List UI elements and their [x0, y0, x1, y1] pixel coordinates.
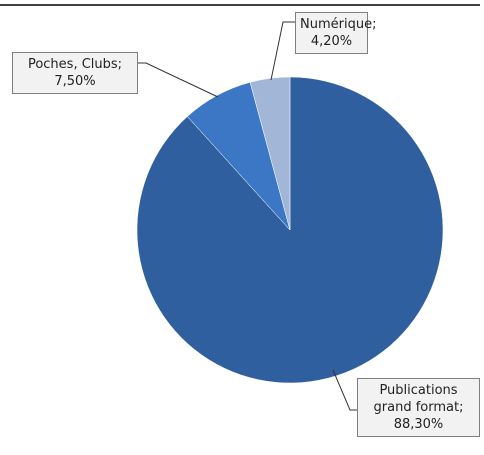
- leader-line: [138, 62, 219, 98]
- leader-line: [270, 21, 295, 81]
- value-label: 4,20%: [310, 34, 353, 49]
- leader-line: [332, 369, 357, 411]
- category-label: Numérique;: [300, 17, 377, 32]
- category-label: Publications grand format;: [373, 383, 464, 415]
- data-label: Numérique; 4,20%: [295, 12, 377, 54]
- value-label: 7,50%: [54, 74, 96, 89]
- data-label: Publications grand format; 88,30%: [357, 378, 480, 437]
- pie-slice: [249, 76, 291, 231]
- category-label: Poches, Clubs;: [27, 57, 123, 72]
- value-label: 88,30%: [393, 417, 444, 432]
- data-label: Poches, Clubs; 7,50%: [12, 52, 138, 94]
